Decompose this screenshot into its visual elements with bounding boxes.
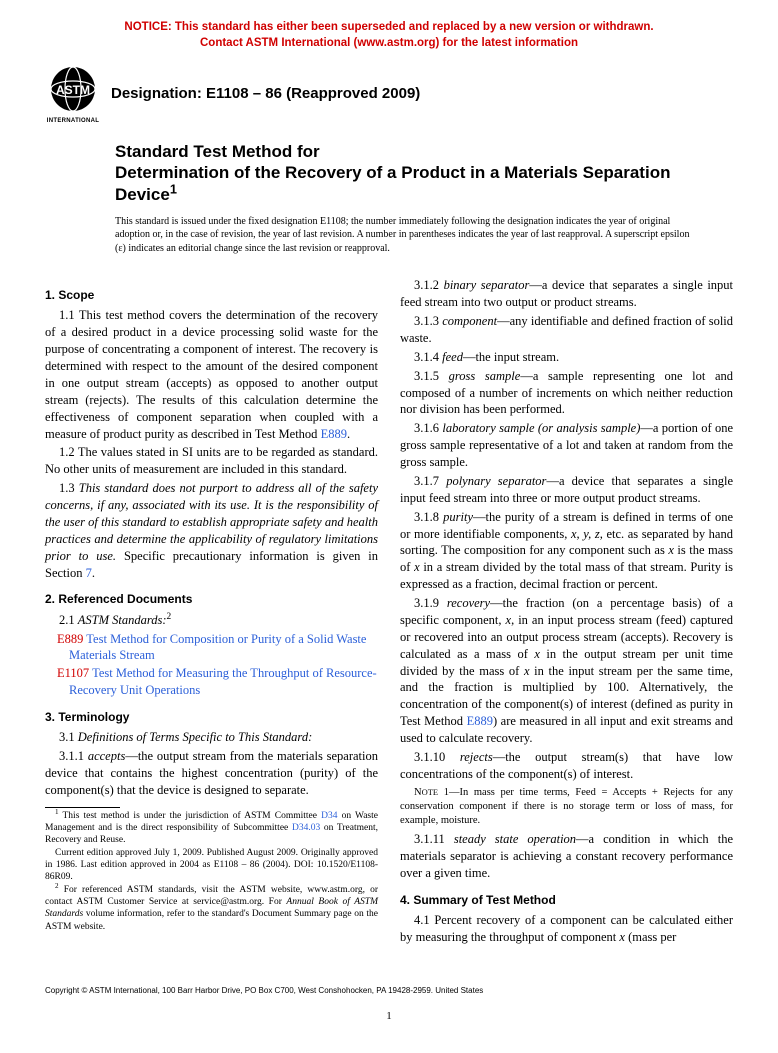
copyright: Copyright © ASTM International, 100 Barr… <box>45 986 733 997</box>
title-pre: Standard Test Method for <box>115 141 733 162</box>
title-main: Determination of the Recovery of a Produ… <box>115 162 733 205</box>
link-d34-03[interactable]: D34.03 <box>292 823 320 833</box>
para-3-1-5: 3.1.5 gross sample—a sample representing… <box>400 368 733 419</box>
footnote-2: 2 For referenced ASTM standards, visit t… <box>45 884 378 933</box>
para-3-1-1: 3.1.1 accepts—the output stream from the… <box>45 748 378 799</box>
para-4-1: 4.1 Percent recovery of a component can … <box>400 912 733 946</box>
designation: Designation: E1108 – 86 (Reapproved 2009… <box>111 84 420 104</box>
ref-e1107[interactable]: E1107 Test Method for Measuring the Thro… <box>45 665 378 699</box>
para-1-1: 1.1 This test method covers the determin… <box>45 307 378 442</box>
para-3-1-6: 3.1.6 laboratory sample (or analysis sam… <box>400 420 733 471</box>
note-1: NOTE 1—In mass per time terms, Feed = Ac… <box>400 786 733 829</box>
para-3-1-8: 3.1.8 purity—the purity of a stream is d… <box>400 509 733 593</box>
para-3-1-10: 3.1.10 rejects—the output stream(s) that… <box>400 749 733 783</box>
para-3-1-4: 3.1.4 feed—the input stream. <box>400 349 733 366</box>
section-1-head: 1. Scope <box>45 287 378 303</box>
body-columns: 1. Scope 1.1 This test method covers the… <box>45 277 733 945</box>
footnote-1: 1 This test method is under the jurisdic… <box>45 810 378 847</box>
astm-logo: ASTM INTERNATIONAL <box>45 65 101 123</box>
notice-line1: NOTICE: This standard has either been su… <box>124 21 653 33</box>
link-e889[interactable]: E889 <box>321 427 347 441</box>
section-4-head: 4. Summary of Test Method <box>400 892 733 908</box>
logo-sublabel: INTERNATIONAL <box>47 117 99 125</box>
para-2-1: 2.1 ASTM Standards:2 <box>45 612 378 629</box>
issuance-note: This standard is issued under the fixed … <box>115 215 693 256</box>
para-3-1-9: 3.1.9 recovery—the fraction (on a percen… <box>400 595 733 747</box>
para-1-3: 1.3 This standard does not purport to ad… <box>45 480 378 581</box>
para-3-1-11: 3.1.11 steady state operation—a conditio… <box>400 831 733 882</box>
header-row: ASTM INTERNATIONAL Designation: E1108 – … <box>45 65 733 123</box>
title-block: Standard Test Method for Determination o… <box>115 141 733 205</box>
ref-e889[interactable]: E889 Test Method for Composition or Puri… <box>45 631 378 665</box>
section-3-head: 3. Terminology <box>45 709 378 725</box>
notice-banner: NOTICE: This standard has either been su… <box>45 20 733 51</box>
para-3-1-3: 3.1.3 component—any identifiable and def… <box>400 313 733 347</box>
para-3-1: 3.1 Definitions of Terms Specific to Thi… <box>45 729 378 746</box>
page-number: 1 <box>45 1009 733 1024</box>
para-3-1-2: 3.1.2 binary separator—a device that sep… <box>400 277 733 311</box>
section-2-head: 2. Referenced Documents <box>45 591 378 607</box>
footnote-1b: Current edition approved July 1, 2009. P… <box>45 847 378 884</box>
link-d34[interactable]: D34 <box>321 811 337 821</box>
svg-text:ASTM: ASTM <box>56 83 90 97</box>
para-3-1-7: 3.1.7 polynary separator—a device that s… <box>400 473 733 507</box>
link-e889-b[interactable]: E889 <box>467 714 493 728</box>
notice-line2: Contact ASTM International (www.astm.org… <box>200 37 578 49</box>
para-1-2: 1.2 The values stated in SI units are to… <box>45 444 378 478</box>
